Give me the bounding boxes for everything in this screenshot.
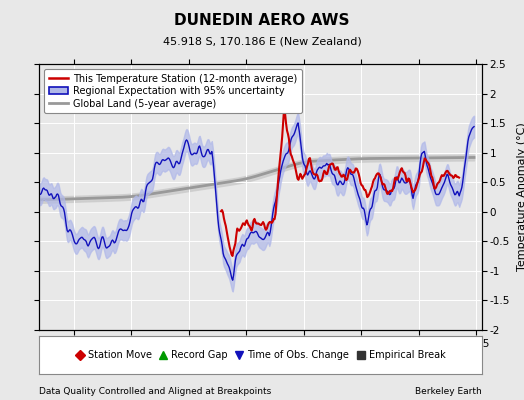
- Legend: Station Move, Record Gap, Time of Obs. Change, Empirical Break: Station Move, Record Gap, Time of Obs. C…: [73, 347, 448, 363]
- Y-axis label: Temperature Anomaly (°C): Temperature Anomaly (°C): [517, 123, 524, 271]
- Text: 45.918 S, 170.186 E (New Zealand): 45.918 S, 170.186 E (New Zealand): [162, 36, 362, 46]
- Text: DUNEDIN AERO AWS: DUNEDIN AERO AWS: [174, 13, 350, 28]
- Legend: This Temperature Station (12-month average), Regional Expectation with 95% uncer: This Temperature Station (12-month avera…: [44, 69, 302, 114]
- Text: Data Quality Controlled and Aligned at Breakpoints: Data Quality Controlled and Aligned at B…: [39, 387, 271, 396]
- Text: Berkeley Earth: Berkeley Earth: [416, 387, 482, 396]
